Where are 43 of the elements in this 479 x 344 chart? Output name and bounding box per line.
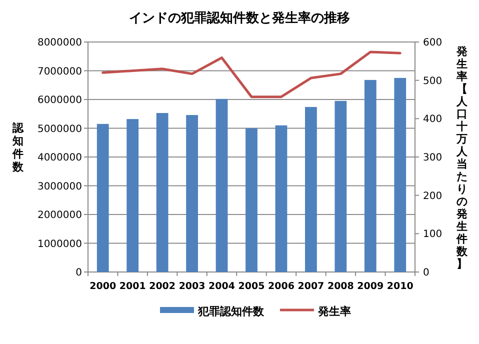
y2-tick-label: 500 bbox=[423, 76, 442, 87]
y-tick-label: 4000000 bbox=[37, 152, 82, 164]
y-tick-label: 7000000 bbox=[37, 66, 82, 78]
x-tick-label: 2003 bbox=[178, 281, 206, 292]
x-tick-label: 2001 bbox=[119, 281, 146, 292]
x-tick-label: 2004 bbox=[208, 281, 236, 292]
x-tick-label: 2005 bbox=[238, 281, 265, 292]
bar bbox=[394, 78, 406, 272]
bar bbox=[186, 115, 198, 272]
x-tick-label: 2007 bbox=[298, 281, 324, 292]
text: 発生率【人口十万人当たりの発生件数】 bbox=[456, 44, 468, 270]
bar bbox=[216, 98, 228, 272]
y2-tick-label: 100 bbox=[423, 229, 442, 240]
bar bbox=[246, 128, 258, 272]
y2-tick-label: 600 bbox=[423, 38, 442, 48]
x-tick-label: 2002 bbox=[149, 281, 176, 292]
bar bbox=[275, 125, 288, 272]
x-tick-label: 2010 bbox=[386, 281, 414, 292]
chart-title: インドの犯罪認知件数と発生率の推移 bbox=[129, 10, 350, 26]
y-tick-label: 5000000 bbox=[37, 124, 82, 135]
y2-tick-label: 300 bbox=[423, 152, 442, 164]
y-axis-title: 認知件数 bbox=[12, 122, 24, 174]
legend-label: 犯罪認知件数 bbox=[197, 305, 265, 318]
bar bbox=[334, 100, 347, 272]
x-tick-label: 2009 bbox=[357, 281, 384, 292]
y-tick-label: 0 bbox=[76, 268, 82, 278]
x-tick-label: 2000 bbox=[90, 281, 116, 292]
x-tick-label: 2008 bbox=[327, 281, 354, 292]
bar bbox=[364, 80, 376, 272]
bar bbox=[305, 106, 317, 272]
bar bbox=[126, 119, 139, 272]
bar bbox=[96, 124, 109, 272]
legend-label: 発生率 bbox=[317, 305, 351, 318]
x-tick-label: 2006 bbox=[268, 281, 295, 292]
y-tick-label: 1000000 bbox=[37, 238, 82, 250]
y-tick-label: 2000000 bbox=[37, 210, 82, 221]
y2-tick-label: 200 bbox=[423, 190, 442, 202]
y-tick-label: 3000000 bbox=[37, 181, 82, 192]
y2-tick-label: 0 bbox=[423, 268, 430, 278]
y-tick-label: 6000000 bbox=[37, 95, 82, 106]
bar bbox=[156, 113, 168, 272]
y2-tick-label: 400 bbox=[423, 114, 442, 126]
y-tick-label: 8000000 bbox=[37, 38, 82, 48]
